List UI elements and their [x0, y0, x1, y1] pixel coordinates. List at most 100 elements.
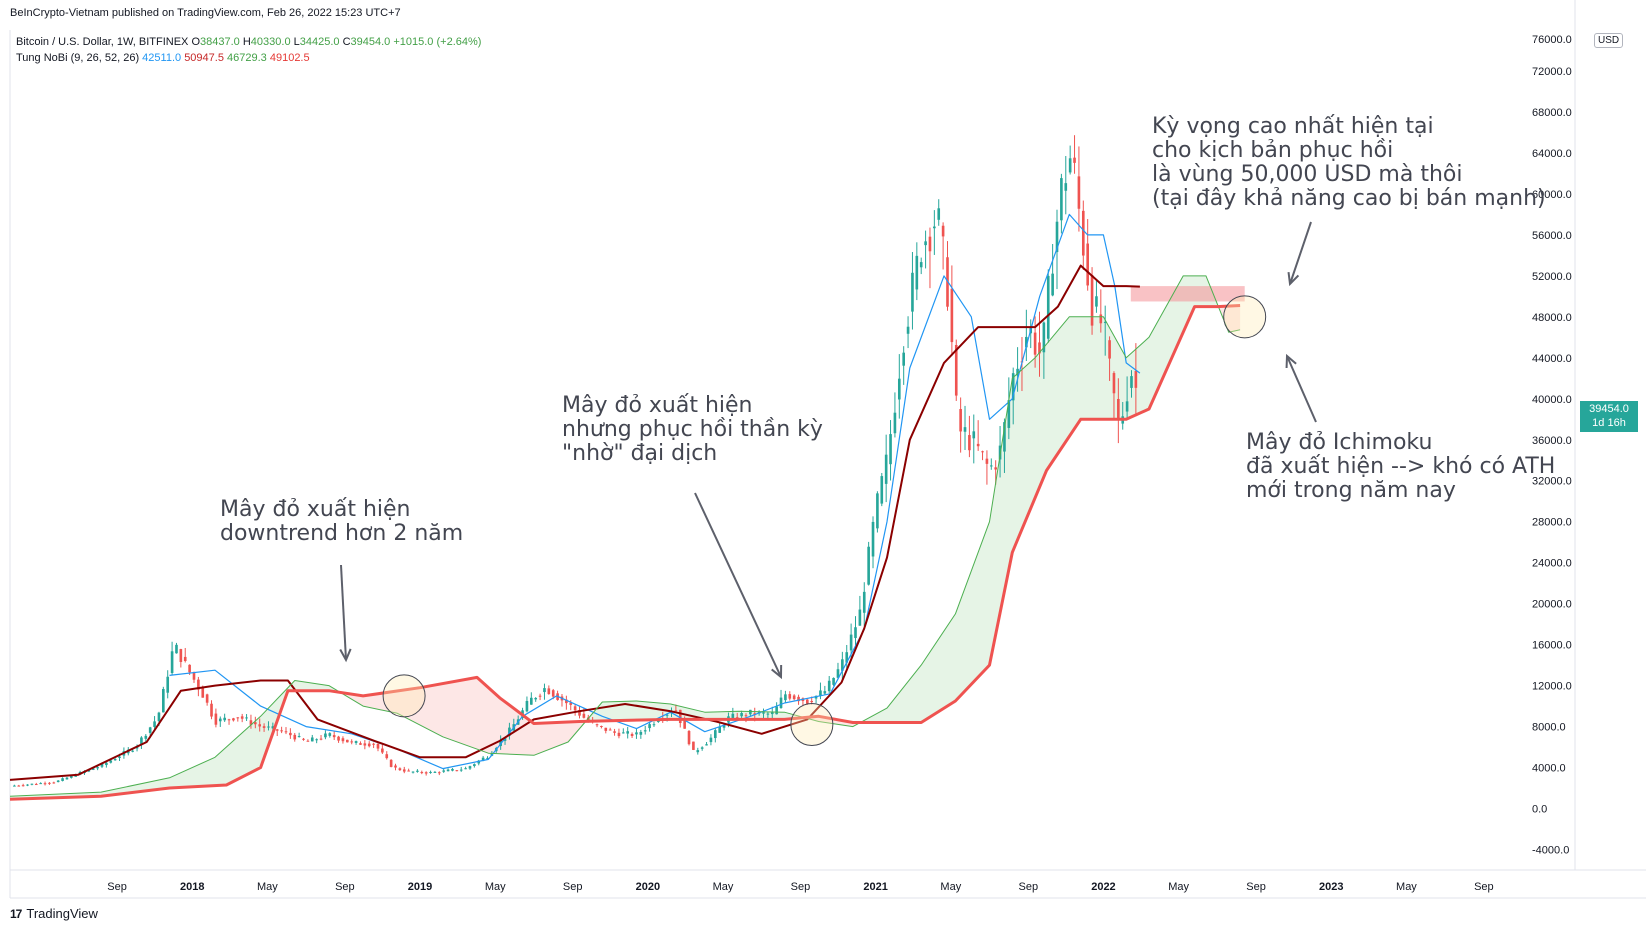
x-tick-label: May: [257, 881, 278, 893]
candle-body: [148, 727, 152, 733]
candle-body: [928, 236, 932, 252]
candle-body: [486, 757, 489, 759]
senkou-b-line: [9, 304, 1241, 801]
arrow-to-red-cloud: [1285, 353, 1317, 423]
candle-body: [442, 770, 446, 772]
price-change: +1015.0 (+2.64%): [393, 36, 482, 48]
candle-body: [205, 694, 209, 703]
candle-body: [1117, 398, 1120, 419]
candle-body: [162, 689, 165, 713]
x-tick-label: 2018: [180, 881, 204, 893]
candle-body: [687, 731, 691, 745]
candle-body: [674, 710, 678, 712]
candle-body: [639, 731, 643, 735]
y-tick-label: 36000.0: [1532, 435, 1572, 447]
x-tick-label: 2022: [1091, 881, 1115, 893]
candle-body: [56, 780, 60, 783]
candle-body: [275, 729, 279, 731]
x-tick-label: 2019: [408, 881, 432, 893]
arrow-to-red-cloud-shaft: [1286, 355, 1317, 423]
candle-body: [538, 695, 542, 697]
y-tick-label: 12000.0: [1532, 681, 1572, 693]
y-tick-label: 52000.0: [1532, 271, 1572, 283]
arrow-to-resistance-head: [1287, 271, 1300, 287]
candle-body: [862, 591, 866, 613]
y-tick-label: 28000.0: [1532, 517, 1572, 529]
candle-body: [420, 772, 424, 774]
candle-body: [849, 634, 853, 651]
candle-body: [547, 688, 551, 695]
indicator-name: Tung NoBi (9, 26, 52, 26): [16, 52, 140, 64]
candle-body: [192, 672, 196, 680]
candle-body: [113, 759, 117, 761]
arrow-to-resistance: [1287, 221, 1312, 287]
y-axis: 72000.0 68000.0 64000.0 60000.0 56000.0 52000…: [1532, 34, 1572, 857]
highlight-circle-2022: [1223, 295, 1267, 339]
candle-body: [438, 772, 441, 774]
y-tick-label: 60000.0: [1532, 189, 1572, 201]
kijun-line: [9, 264, 1140, 781]
candle-body: [398, 768, 402, 771]
y-tick-label: 24000.0: [1532, 558, 1572, 570]
candle-body: [985, 458, 989, 464]
candle-body: [96, 767, 99, 769]
candle-body: [359, 743, 362, 745]
annotation-target-50000: Kỳ vọng cao nhất hiện tại cho kịch bản p…: [1152, 114, 1546, 211]
candle-body: [381, 748, 384, 753]
ohlc-h-key: H: [242, 36, 251, 48]
candle-body: [696, 750, 700, 753]
arrow-to-2018-cloud-shaft: [340, 564, 347, 661]
candle-body: [933, 226, 936, 229]
y-tick-label: 8000.0: [1532, 722, 1566, 734]
annotation-shapes: [339, 221, 1317, 747]
y-tick-label: 68000.0: [1532, 107, 1572, 119]
candle-body: [617, 732, 621, 737]
candle-body: [240, 716, 244, 719]
symbol-row[interactable]: Bitcoin / U.S. Dollar, 1W, BITFINEX O384…: [16, 34, 481, 50]
candle-body: [1060, 178, 1063, 221]
ohlc-l: L34425.0: [294, 36, 340, 48]
arrow-to-2018-cloud-head: [339, 648, 352, 663]
candle-body: [582, 713, 586, 718]
candle-body: [429, 771, 432, 773]
candle-body: [289, 732, 292, 736]
tradingview-logo[interactable]: 17 TradingView: [10, 906, 98, 921]
candle-body: [893, 412, 897, 434]
candle-body: [105, 762, 108, 766]
candle-body: [74, 775, 78, 777]
candle-body: [805, 699, 809, 704]
currency-badge[interactable]: USD: [1594, 33, 1624, 48]
candle-body: [1130, 376, 1133, 388]
candle-body: [700, 747, 704, 749]
indicator-row[interactable]: Tung NoBi (9, 26, 52, 26) 42511.0 50947.…: [16, 50, 481, 66]
candle-body: [792, 695, 796, 700]
candle-body: [363, 743, 367, 746]
x-tick-label: 2023: [1319, 881, 1343, 893]
annotation-pandemic-recovery: Mây đỏ xuất hiện nhưng phục hồi thần kỳ …: [562, 393, 823, 466]
candle-body: [65, 777, 69, 780]
arrow-to-2018-cloud: [339, 564, 352, 663]
tradingview-wordmark: TradingView: [26, 906, 98, 921]
candle-body: [306, 740, 310, 742]
candle-body: [578, 710, 581, 716]
bar-countdown: 1d 16h: [1592, 417, 1626, 429]
ohlc-c-key: C: [342, 36, 351, 48]
tradingview-icon: 17: [10, 906, 22, 921]
candle-body: [52, 782, 56, 784]
candle-body: [819, 690, 822, 697]
x-tick-label: Sep: [563, 881, 583, 893]
candle-body: [1108, 340, 1111, 359]
candle-body: [166, 676, 170, 693]
x-tick-label: May: [1396, 881, 1417, 893]
candle-body: [648, 724, 651, 729]
candle-body: [1046, 275, 1050, 339]
candle-body: [324, 733, 327, 738]
candle-body: [608, 729, 612, 731]
candle-body: [70, 775, 73, 778]
x-tick-label: 2020: [636, 881, 660, 893]
candle-body: [21, 785, 25, 787]
candle-body: [337, 736, 340, 741]
resistance-zone-layer: [1130, 286, 1245, 302]
candle-body: [635, 732, 638, 735]
